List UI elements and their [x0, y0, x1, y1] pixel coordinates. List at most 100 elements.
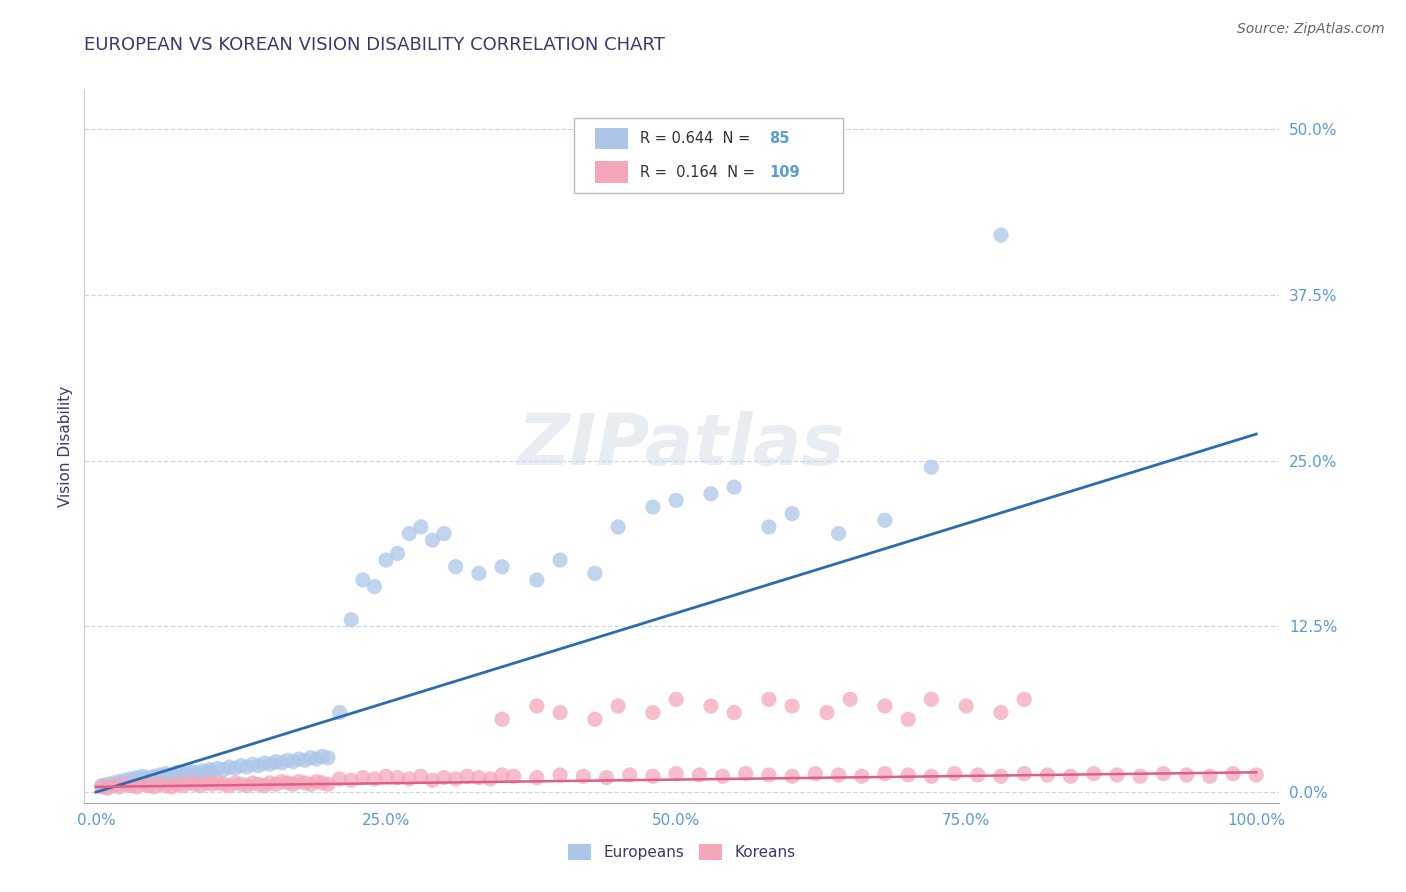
Point — [572, 769, 595, 783]
Point — [815, 706, 838, 720]
Point — [191, 764, 214, 778]
Point — [242, 776, 264, 790]
Point — [207, 761, 229, 775]
Point — [264, 777, 287, 791]
Point — [1059, 769, 1081, 783]
Point — [851, 769, 873, 783]
Point — [212, 777, 235, 791]
Point — [155, 779, 177, 793]
Point — [352, 573, 374, 587]
Point — [207, 776, 229, 790]
Point — [183, 777, 205, 791]
Point — [169, 771, 191, 785]
Point — [873, 513, 896, 527]
Point — [224, 776, 246, 790]
Point — [955, 698, 977, 713]
Point — [108, 774, 131, 789]
Point — [526, 771, 548, 785]
Point — [966, 768, 988, 782]
Point — [270, 774, 292, 789]
Point — [1244, 768, 1267, 782]
Point — [700, 487, 723, 501]
Point — [502, 769, 524, 783]
Point — [990, 769, 1012, 783]
Point — [456, 769, 478, 783]
Bar — [595, 128, 628, 149]
Point — [276, 776, 298, 790]
Point — [166, 777, 188, 791]
Point — [195, 765, 218, 780]
Point — [190, 779, 212, 793]
Bar — [595, 161, 628, 183]
Point — [758, 768, 780, 782]
Point — [711, 769, 734, 783]
Point — [105, 777, 128, 791]
Point — [305, 774, 328, 789]
Point — [316, 777, 339, 791]
Point — [340, 773, 363, 788]
Text: 109: 109 — [769, 165, 800, 179]
Point — [190, 768, 212, 782]
Point — [236, 760, 259, 774]
Point — [387, 771, 409, 785]
Point — [299, 777, 322, 791]
Point — [526, 698, 548, 713]
Point — [873, 766, 896, 780]
Point — [340, 613, 363, 627]
Point — [1198, 769, 1220, 783]
Point — [288, 774, 311, 789]
Point — [114, 773, 136, 788]
Point — [305, 752, 328, 766]
Point — [108, 780, 131, 794]
Point — [468, 771, 491, 785]
Point — [897, 768, 920, 782]
Point — [780, 698, 803, 713]
Point — [103, 776, 125, 790]
Point — [218, 760, 240, 774]
Point — [363, 772, 385, 786]
Point — [129, 772, 152, 786]
Point — [758, 692, 780, 706]
Point — [990, 228, 1012, 243]
Point — [422, 533, 444, 548]
Point — [143, 769, 166, 783]
Point — [299, 750, 322, 764]
Text: 85: 85 — [769, 131, 790, 145]
Point — [183, 765, 205, 780]
Point — [723, 480, 745, 494]
Point — [665, 493, 688, 508]
Point — [641, 500, 664, 514]
Point — [920, 769, 942, 783]
Point — [120, 779, 142, 793]
Point — [229, 758, 252, 772]
Point — [990, 706, 1012, 720]
Point — [780, 507, 803, 521]
Point — [125, 771, 148, 785]
Point — [134, 773, 156, 788]
Point — [97, 781, 120, 796]
Point — [172, 768, 194, 782]
Point — [311, 749, 333, 764]
Point — [1222, 766, 1244, 780]
Point — [103, 779, 125, 793]
Text: R =  0.164  N =: R = 0.164 N = — [640, 165, 759, 179]
Point — [120, 772, 142, 786]
Point — [897, 712, 920, 726]
Point — [526, 573, 548, 587]
Point — [201, 777, 224, 791]
Point — [270, 756, 292, 770]
Point — [1152, 766, 1174, 780]
Point — [212, 763, 235, 777]
Point — [352, 771, 374, 785]
Point — [90, 780, 112, 794]
Point — [276, 753, 298, 767]
Point — [176, 766, 198, 780]
Point — [398, 772, 420, 786]
Point — [283, 755, 305, 769]
Point — [734, 766, 756, 780]
Y-axis label: Vision Disability: Vision Disability — [58, 385, 73, 507]
Point — [114, 777, 136, 791]
Point — [375, 769, 398, 783]
Point — [198, 763, 221, 777]
Point — [583, 566, 606, 581]
